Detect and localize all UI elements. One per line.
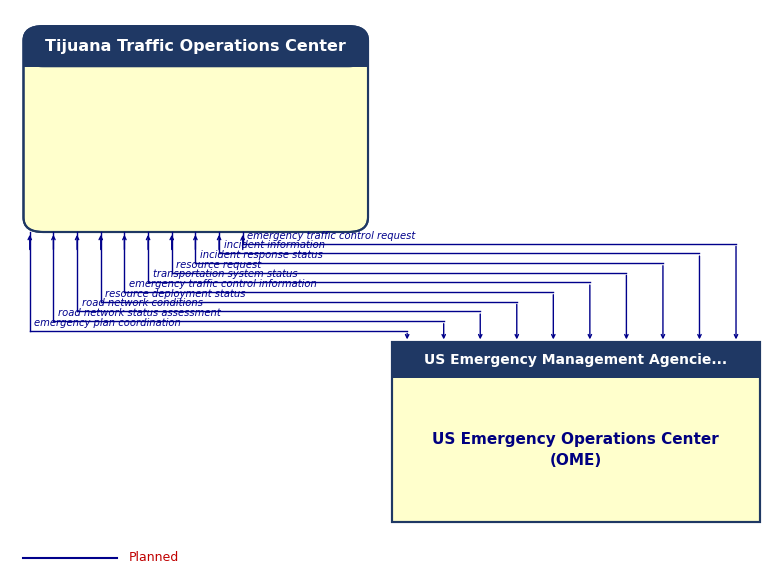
FancyBboxPatch shape [23,26,368,232]
Text: emergency plan coordination: emergency plan coordination [34,318,182,328]
Text: emergency traffic control request: emergency traffic control request [247,231,416,241]
Text: Planned: Planned [129,552,179,564]
Text: incident information: incident information [224,240,325,251]
FancyBboxPatch shape [392,342,760,522]
Text: transportation system status: transportation system status [153,269,298,280]
Text: emergency traffic control information: emergency traffic control information [129,279,317,289]
Text: road network status assessment: road network status assessment [58,308,221,318]
Polygon shape [23,53,368,67]
Text: US Emergency Operations Center
(OME): US Emergency Operations Center (OME) [432,432,719,468]
Text: resource deployment status: resource deployment status [106,289,246,299]
Text: Tijuana Traffic Operations Center: Tijuana Traffic Operations Center [45,39,346,54]
FancyBboxPatch shape [23,26,368,67]
Text: US Emergency Management Agencie...: US Emergency Management Agencie... [424,353,727,367]
FancyBboxPatch shape [392,342,760,378]
Text: resource request: resource request [176,260,262,270]
Text: road network conditions: road network conditions [81,298,203,309]
Text: incident response status: incident response status [200,250,323,260]
